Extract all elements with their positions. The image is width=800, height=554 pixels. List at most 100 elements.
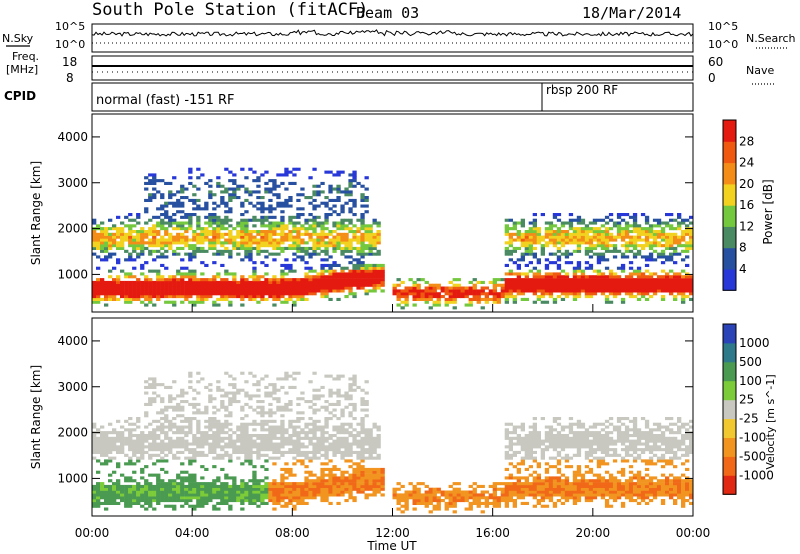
heatmap-cell [404, 300, 409, 304]
heatmap-cell [432, 487, 437, 491]
colorbar-tick-label: 8 [739, 241, 747, 255]
heatmap-cell [528, 465, 533, 469]
heatmap-cell [292, 482, 297, 486]
heatmap-cell [340, 249, 345, 253]
heatmap-cell [248, 405, 253, 409]
heatmap-cell [240, 241, 245, 245]
heatmap-cell [128, 283, 133, 287]
heatmap-cell [200, 482, 205, 486]
heatmap-cell [544, 235, 550, 239]
heatmap-cell [288, 400, 293, 404]
heatmap-cell [192, 388, 197, 392]
heatmap-cell [224, 501, 229, 505]
heatmap-cell [520, 439, 525, 443]
heatmap-cell [184, 213, 189, 217]
heatmap-cell [472, 493, 477, 497]
heatmap-cell [232, 283, 237, 287]
heatmap-cell [292, 238, 297, 242]
heatmap-cell [280, 230, 285, 234]
heatmap-cell [200, 295, 205, 299]
heatmap-cell [468, 297, 473, 301]
heatmap-cell [276, 184, 281, 188]
heatmap-cell [564, 487, 570, 491]
heatmap-cell [352, 184, 357, 188]
heatmap-cell [348, 414, 353, 418]
heatmap-cell [400, 300, 405, 304]
heatmap-cell [669, 246, 674, 250]
heatmap-cell [524, 263, 529, 267]
heatmap-cell [244, 283, 249, 287]
heatmap-cell [168, 493, 173, 497]
heatmap-cell [272, 252, 277, 256]
heatmap-cell [228, 230, 233, 234]
heatmap-cell [648, 241, 654, 245]
heatmap-cell [669, 258, 674, 262]
heatmap-cell [348, 465, 353, 469]
heatmap-cell [232, 383, 237, 387]
heatmap-cell [160, 218, 165, 222]
heatmap-cell [208, 278, 213, 282]
heatmap-cell [196, 493, 201, 497]
heatmap-cell [216, 487, 221, 491]
heatmap-cell [148, 230, 153, 234]
heatmap-cell [348, 207, 353, 211]
heatmap-cell [336, 374, 341, 378]
heatmap-cell [560, 297, 566, 301]
heatmap-cell [168, 201, 173, 205]
heatmap-cell [196, 411, 201, 415]
heatmap-cell [568, 221, 574, 225]
heatmap-cell [512, 431, 517, 435]
heatmap-cell [268, 394, 273, 398]
heatmap-cell [420, 289, 425, 293]
heatmap-cell [488, 289, 493, 293]
heatmap-cell [328, 272, 333, 276]
heatmap-cell [628, 224, 634, 228]
heatmap-cell [516, 289, 521, 293]
heatmap-cell [360, 428, 365, 432]
heatmap-cell [172, 422, 177, 426]
heatmap-cell [212, 405, 217, 409]
heatmap-cell [404, 493, 409, 497]
heatmap-cell [536, 297, 541, 301]
heatmap-cell [276, 252, 281, 256]
heatmap-cell [224, 431, 229, 435]
heatmap-cell [312, 215, 317, 219]
heatmap-cell [292, 419, 297, 423]
heatmap-cell [404, 504, 409, 508]
heatmap-cell [244, 176, 249, 180]
heatmap-cell [312, 419, 317, 423]
heatmap-cell [576, 227, 582, 231]
heatmap-cell [264, 394, 269, 398]
heatmap-cell [208, 434, 213, 438]
heatmap-cell [324, 283, 329, 287]
heatmap-cell [504, 467, 509, 471]
heatmap-cell [448, 501, 453, 505]
heatmap-cell [192, 289, 197, 293]
heatmap-cell [124, 238, 129, 242]
heatmap-cell [504, 292, 509, 296]
heatmap-cell [552, 476, 558, 480]
heatmap-cell [360, 476, 365, 480]
heatmap-cell [504, 499, 509, 503]
heatmap-cell [156, 241, 161, 245]
heatmap-cell [304, 422, 309, 426]
heatmap-cell [677, 252, 682, 256]
heatmap-cell [212, 230, 217, 234]
heatmap-cell [216, 507, 221, 511]
heatmap-cell [96, 232, 101, 236]
heatmap-cell [312, 286, 317, 290]
heatmap-cell [364, 227, 369, 231]
heatmap-cell [428, 493, 433, 497]
heatmap-cell [576, 241, 582, 245]
heatmap-cell [300, 431, 305, 435]
heatmap-cell [236, 499, 241, 503]
heatmap-cell [172, 221, 177, 225]
heatmap-cell [624, 275, 630, 279]
heatmap-cell [236, 224, 241, 228]
heatmap-cell [152, 244, 157, 248]
heatmap-cell [252, 190, 257, 194]
heatmap-cell [560, 501, 566, 505]
heatmap-cell [220, 283, 225, 287]
heatmap-cell [168, 439, 173, 443]
heatmap-cell [360, 439, 365, 443]
